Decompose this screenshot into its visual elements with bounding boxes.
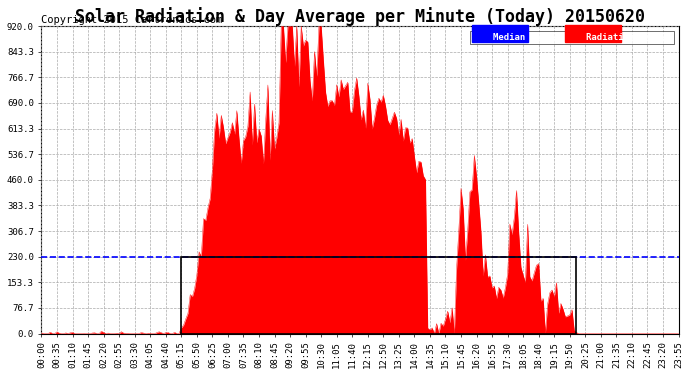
Title: Solar Radiation & Day Average per Minute (Today) 20150620: Solar Radiation & Day Average per Minute… (75, 7, 645, 26)
Legend: Median (W/m2), Radiation (W/m2): Median (W/m2), Radiation (W/m2) (471, 31, 674, 44)
Text: Copyright 2015 Cartronics.com: Copyright 2015 Cartronics.com (41, 15, 223, 24)
Bar (181, 256, 576, 333)
